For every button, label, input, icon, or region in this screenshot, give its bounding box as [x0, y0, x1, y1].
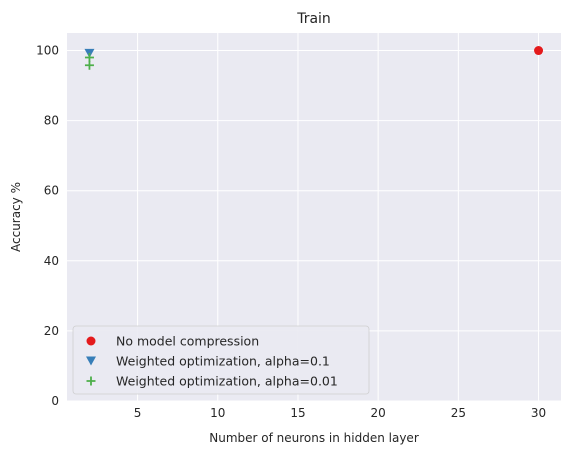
y-tick-label: 80 [44, 114, 59, 128]
y-tick-labels: 0 20 40 60 80 100 [36, 44, 59, 408]
legend-entry-label: No model compression [116, 334, 259, 349]
x-tick-label: 5 [134, 406, 142, 420]
data-point-series-1 [534, 46, 544, 56]
y-tick-label: 60 [44, 184, 59, 198]
x-tick-label: 15 [290, 406, 305, 420]
legend-entry-label: Weighted optimization, alpha=0.01 [116, 374, 338, 389]
legend: No model compression Weighted optimizatio… [72, 325, 370, 395]
chart-title: Train [296, 11, 331, 27]
legend-entry-label: Weighted optimization, alpha=0.1 [116, 354, 330, 369]
x-axis-label: Number of neurons in hidden layer [209, 431, 419, 445]
data-points [84, 46, 544, 70]
x-tick-label: 30 [531, 406, 546, 420]
y-tick-label: 0 [51, 394, 59, 408]
data-point-series-3 [84, 53, 94, 63]
y-axis-label: Accuracy % [9, 182, 23, 252]
legend-marker-2 [86, 356, 96, 366]
y-tick-label: 100 [36, 44, 59, 58]
x-tick-label: 25 [451, 406, 466, 420]
x-tick-label: 20 [371, 406, 386, 420]
data-point-series-3 [84, 60, 94, 70]
x-tick-labels: 5 10 15 20 25 30 [134, 406, 546, 420]
legend-marker-3 [86, 376, 96, 386]
y-tick-label: 20 [44, 324, 59, 338]
legend-marker-1 [86, 336, 96, 346]
x-tick-label: 10 [210, 406, 225, 420]
legend-box [72, 325, 370, 395]
y-tick-label: 40 [44, 254, 59, 268]
